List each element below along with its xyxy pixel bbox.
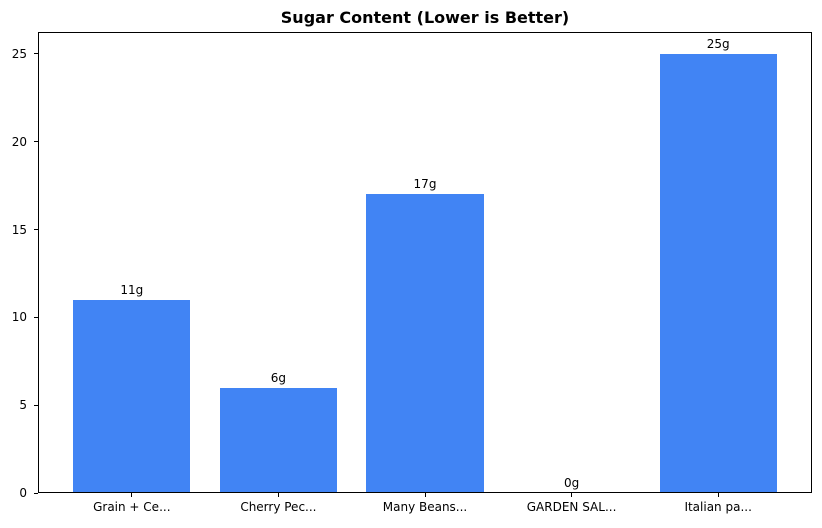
bar-value-label: 17g bbox=[413, 177, 437, 192]
x-tick-label: Cherry Pec... bbox=[240, 500, 317, 514]
x-tick-mark bbox=[571, 493, 573, 497]
x-tick-label: GARDEN SAL... bbox=[526, 500, 617, 514]
y-tick-label: 5 bbox=[19, 398, 27, 413]
x-tick-label: Italian pa... bbox=[684, 500, 752, 514]
x-tick-mark bbox=[717, 493, 719, 497]
y-tick-mark bbox=[34, 404, 38, 406]
y-tick-label: 25 bbox=[11, 46, 27, 61]
y-tick-mark bbox=[34, 316, 38, 318]
y-tick-label: 0 bbox=[19, 486, 27, 500]
bar bbox=[219, 387, 338, 493]
y-tick-mark bbox=[34, 141, 38, 143]
bar-value-label: 6g bbox=[270, 370, 287, 385]
y-tick-mark bbox=[34, 492, 38, 494]
x-tick-mark bbox=[277, 493, 279, 497]
y-tick-label: 20 bbox=[11, 134, 27, 149]
bar-value-label: 0g bbox=[563, 476, 580, 490]
y-tick-label: 15 bbox=[11, 222, 27, 237]
bar bbox=[366, 194, 484, 493]
chart-title: Sugar Content (Lower is Better) bbox=[280, 8, 570, 27]
x-tick-label: Grain + Ce... bbox=[93, 500, 171, 514]
y-tick-mark bbox=[34, 53, 38, 55]
x-tick-mark bbox=[131, 493, 133, 497]
bar bbox=[73, 299, 191, 493]
y-tick-mark bbox=[34, 229, 38, 231]
bar-value-label: 25g bbox=[706, 36, 730, 51]
x-tick-mark bbox=[424, 493, 426, 497]
x-tick-label: Many Beans... bbox=[382, 500, 468, 514]
y-tick-label: 10 bbox=[11, 310, 27, 325]
bar-value-label: 11g bbox=[120, 282, 144, 297]
bar bbox=[659, 53, 777, 493]
